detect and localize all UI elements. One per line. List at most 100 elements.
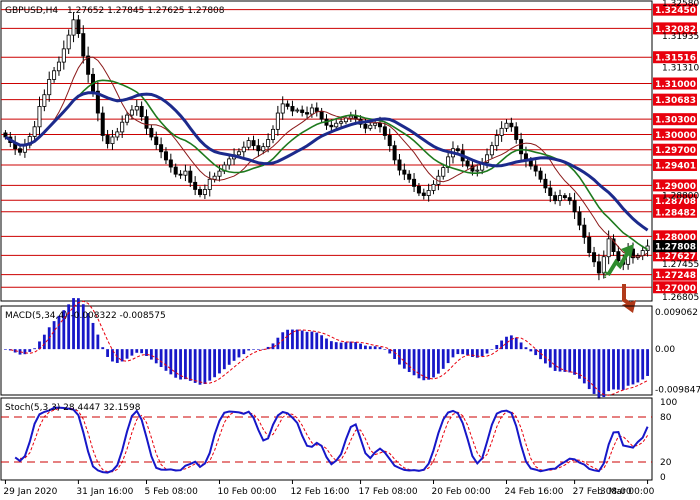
- macd-bar: [159, 349, 163, 367]
- macd-bar: [164, 349, 168, 371]
- macd-bar: [320, 335, 324, 350]
- price-tick: 1.27455: [662, 260, 699, 270]
- candle-bear: [256, 145, 261, 152]
- candle-bull: [37, 106, 42, 128]
- candle-bull: [280, 103, 285, 114]
- macd-bar: [149, 349, 153, 360]
- candle-bull: [475, 169, 480, 172]
- macd-bar: [505, 336, 508, 350]
- candle-bull: [266, 139, 271, 148]
- macd-bar: [388, 349, 392, 354]
- time-tick-label: 24 Feb 16:00: [504, 487, 563, 497]
- level-label-bg: [653, 268, 697, 281]
- candle-bull: [217, 170, 222, 177]
- macd-bar: [466, 349, 469, 356]
- macd-bar: [334, 342, 338, 350]
- price-pane: 1.32450 1.32082 1.31516 1.31000 1.30683 1.303…: [0, 0, 699, 313]
- symbol-label: GBPUSD,H4: [5, 6, 58, 16]
- candle-bull: [275, 112, 280, 130]
- macd-bar: [77, 298, 80, 350]
- candle-bear: [95, 90, 100, 114]
- candle-bear: [538, 170, 543, 180]
- stoch-scale: 100 80 20 0: [660, 398, 677, 483]
- macd-bar: [495, 344, 499, 350]
- time-tick-label: 29 Jan 2020: [3, 487, 57, 497]
- macd-bar: [52, 321, 56, 350]
- candle-bull: [71, 19, 76, 36]
- candle-bull: [426, 190, 431, 196]
- level-label: 1.32082: [655, 25, 696, 35]
- macd-bar: [28, 349, 32, 352]
- candle-bull: [261, 146, 266, 152]
- candle-bull: [246, 140, 251, 148]
- macd-title: MACD(5,34,4) -0.008322 -0.008575: [5, 311, 166, 321]
- macd-tick: 0.00: [655, 345, 675, 355]
- macd-bar: [184, 349, 187, 380]
- ma-slow-line: [4, 91, 649, 232]
- candle-bear: [611, 238, 616, 253]
- candle-bull: [42, 94, 47, 107]
- stoch-tick: 100: [660, 398, 677, 408]
- time-tick-label: 27 Feb 08:00: [573, 487, 632, 497]
- candle-bear: [592, 252, 597, 263]
- level-label-bg: [653, 158, 697, 171]
- candle-bear: [533, 165, 538, 172]
- macd-bar: [291, 329, 294, 350]
- macd-bar: [509, 335, 513, 350]
- candle-bull: [183, 170, 188, 176]
- macd-bar: [383, 349, 387, 350]
- macd-bar: [446, 349, 450, 364]
- stoch-pane: 100 80 20 0 Stoch(5,3,3) 28.4447 32.1598: [0, 397, 677, 483]
- candle-bull: [343, 117, 348, 123]
- macd-bar: [198, 349, 202, 385]
- candle-bear: [465, 160, 470, 167]
- macd-bar: [364, 345, 367, 350]
- time-tick-label: 31 Jan 16:00: [76, 487, 133, 497]
- macd-bar: [115, 349, 119, 363]
- macd-bar: [607, 349, 611, 392]
- level-label: 1.27627: [655, 252, 696, 262]
- macd-bar: [427, 349, 431, 380]
- macd-bar: [621, 349, 625, 390]
- macd-bar: [266, 346, 270, 350]
- candle-bear: [300, 109, 305, 113]
- candle-bull: [270, 128, 275, 140]
- time-tick-label: 20 Feb 00:00: [432, 487, 491, 497]
- candle-bear: [81, 33, 86, 57]
- macd-bar: [120, 349, 124, 362]
- candle-bull: [207, 178, 212, 190]
- macd-bar: [305, 331, 309, 350]
- stoch-main-line: [14, 406, 649, 474]
- candle-bear: [251, 140, 256, 147]
- macd-bar: [4, 349, 7, 350]
- macd-bar: [154, 349, 158, 364]
- candle-bear: [553, 195, 558, 202]
- question-mark: ?: [603, 271, 608, 281]
- macd-bar: [349, 341, 353, 350]
- macd-bar: [407, 349, 411, 373]
- macd-bar: [616, 349, 620, 390]
- macd-bar: [636, 349, 640, 383]
- chart-header: GBPUSD,H4 1.27652 1.27845 1.27625 1.2780…: [5, 6, 225, 16]
- macd-bar: [111, 349, 114, 362]
- candle-bull: [446, 156, 451, 168]
- macd-bar: [412, 349, 416, 376]
- macd-bar: [436, 349, 440, 374]
- stoch-pane-frame: [0, 397, 653, 481]
- macd-bar: [329, 341, 333, 350]
- candle-bear: [421, 192, 426, 196]
- macd-bar: [417, 349, 421, 379]
- candle-bear: [149, 127, 154, 138]
- macd-bar: [42, 334, 46, 350]
- up-arrow-head-icon: [621, 244, 634, 258]
- candle-bull: [110, 136, 115, 145]
- candle-bear: [168, 159, 173, 168]
- stoch-levels: [1, 416, 652, 463]
- candle-bear: [577, 211, 582, 226]
- macd-bar: [441, 349, 445, 369]
- candle-bull: [66, 34, 71, 50]
- candle-bear: [582, 224, 587, 238]
- macd-bar: [315, 332, 319, 350]
- level-label-bg: [653, 143, 697, 156]
- level-label: 1.29401: [655, 161, 696, 171]
